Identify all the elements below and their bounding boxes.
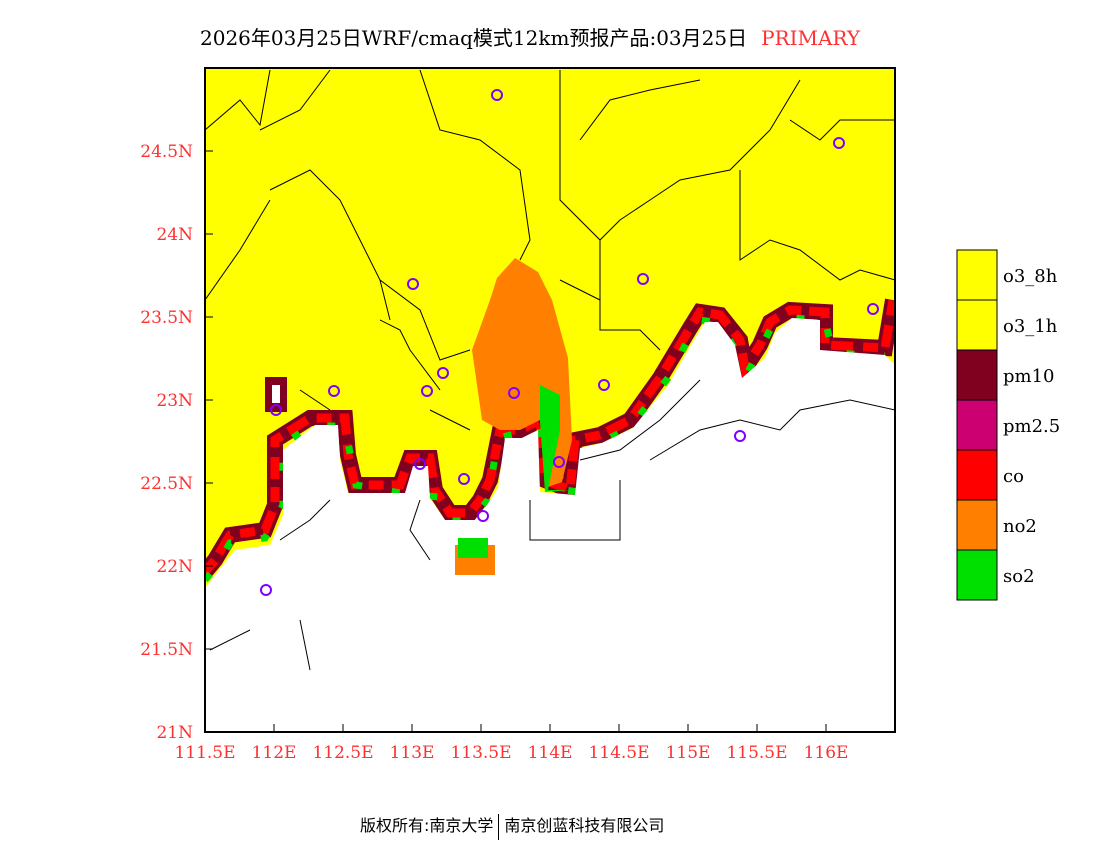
- lon-tick-label: 113.5E: [450, 743, 511, 763]
- legend-swatch: [956, 399, 998, 451]
- axis-ticks: 111.5E 112E 112.5E 113E 113.5E 114E 114.5E 115E…: [140, 142, 848, 763]
- lat-tick-label: 23.5N: [140, 308, 193, 328]
- lon-tick-label: 115E: [666, 743, 711, 763]
- legend-label: o3_8h: [1003, 266, 1058, 287]
- lat-tick-label: 21N: [156, 723, 193, 743]
- title-text: 2026年03月25日WRF/cmaq模式12km预报产品:03月25日: [200, 26, 748, 50]
- lon-tick-label: 113E: [390, 743, 435, 763]
- lon-tick-label: 112.5E: [312, 743, 373, 763]
- legend-label: pm10: [1003, 366, 1055, 387]
- map-title: 2026年03月25日WRF/cmaq模式12km预报产品:03月25日 PRIM…: [200, 22, 860, 51]
- lat-tick-label: 21.5N: [140, 640, 193, 660]
- footer: 版权所有:南京大学 南京创蓝科技有限公司: [360, 812, 664, 840]
- product-label: PRIMARY: [761, 26, 861, 50]
- lat-tick-label: 23N: [156, 391, 193, 411]
- lon-tick-label: 116E: [804, 743, 849, 763]
- so2-region: [540, 385, 570, 492]
- coast-band-inner: [205, 299, 895, 575]
- footer-divider: [498, 813, 500, 840]
- lat-tick-label: 24N: [156, 225, 193, 245]
- legend-label: co: [1003, 466, 1024, 487]
- legend-label: so2: [1003, 566, 1035, 587]
- boundaries: [205, 69, 895, 671]
- lat-tick-label: 24.5N: [140, 142, 193, 162]
- legend: o3_8h o3_1h pm10 pm2.5 co no2 so2: [956, 249, 1060, 601]
- legend-label: pm2.5: [1003, 416, 1060, 437]
- lon-tick-label: 111.5E: [174, 743, 235, 763]
- lon-tick-label: 115.5E: [726, 743, 787, 763]
- lon-tick-label: 114E: [528, 743, 573, 763]
- lon-tick-label: 112E: [252, 743, 297, 763]
- legend-label: no2: [1003, 516, 1037, 537]
- legend-swatch: [956, 249, 998, 301]
- pollutant-cell-west: [272, 385, 280, 403]
- legend-swatch: [956, 499, 998, 551]
- sea-area: [205, 318, 895, 732]
- so2-island: [458, 538, 488, 558]
- legend-label: o3_1h: [1003, 316, 1058, 337]
- lat-tick-label: 22.5N: [140, 474, 193, 494]
- legend-swatch: [956, 449, 998, 501]
- legend-swatch: [956, 549, 998, 601]
- copyright-company: 南京创蓝科技有限公司: [504, 816, 665, 835]
- legend-swatch: [956, 349, 998, 401]
- legend-swatch: [956, 299, 998, 351]
- copyright-owner: 版权所有:南京大学: [360, 816, 494, 835]
- coast-band-green: [205, 314, 886, 583]
- city-markers: [260, 89, 879, 596]
- lat-tick-label: 22N: [156, 557, 193, 577]
- lon-tick-label: 114.5E: [588, 743, 649, 763]
